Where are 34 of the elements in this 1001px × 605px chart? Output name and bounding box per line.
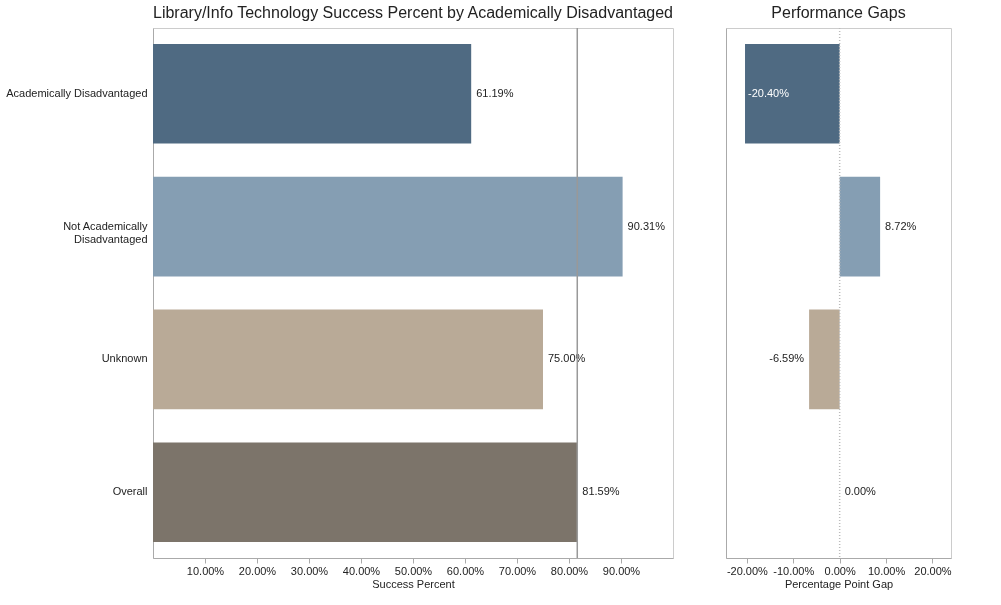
x-tick-label: 50.00% <box>394 564 433 577</box>
x-tick-label: -20.00% <box>726 564 769 577</box>
data-label: 0.00% <box>844 485 877 498</box>
x-tick-label: 10.00% <box>186 564 225 577</box>
y-tick-label: Overall <box>112 485 148 498</box>
y-tick-label: Academically Disadvantaged <box>6 86 148 99</box>
data-label: -20.40% <box>748 86 790 99</box>
x-tick-label: 10.00% <box>867 564 906 577</box>
x-axis-title: Success Percent <box>372 577 455 590</box>
data-label: -6.59% <box>769 352 805 365</box>
chart-title: Performance Gaps <box>771 4 906 22</box>
x-tick-label: 80.00% <box>550 564 589 577</box>
y-tick-label: Unknown <box>101 352 148 365</box>
bar <box>153 309 543 410</box>
x-tick-label: 20.00% <box>914 564 952 577</box>
x-tick-label: 60.00% <box>446 564 485 577</box>
data-label: 8.72% <box>885 219 917 232</box>
chart-title: Library/Info Technology Success Percent by Academically Disadvantaged <box>153 4 673 22</box>
x-axis-title: Percentage Point Gap <box>784 577 894 590</box>
bar <box>153 442 578 543</box>
x-tick-label: 0.00% <box>824 564 856 577</box>
data-label: 81.59% <box>582 485 620 498</box>
x-tick-label: 70.00% <box>498 564 537 577</box>
x-tick-label: 30.00% <box>290 564 329 577</box>
data-label: 90.31% <box>627 219 666 232</box>
bar <box>153 43 472 144</box>
x-tick-label: -10.00% <box>773 564 815 577</box>
y-tick-label: Not Academically Disadvantaged <box>63 219 148 245</box>
data-label: 75.00% <box>548 352 586 365</box>
x-tick-label: 90.00% <box>602 564 641 577</box>
x-tick-label: 20.00% <box>238 564 277 577</box>
x-tick-label: 40.00% <box>342 564 381 577</box>
bar <box>153 176 623 277</box>
data-label: 61.19% <box>476 86 514 99</box>
